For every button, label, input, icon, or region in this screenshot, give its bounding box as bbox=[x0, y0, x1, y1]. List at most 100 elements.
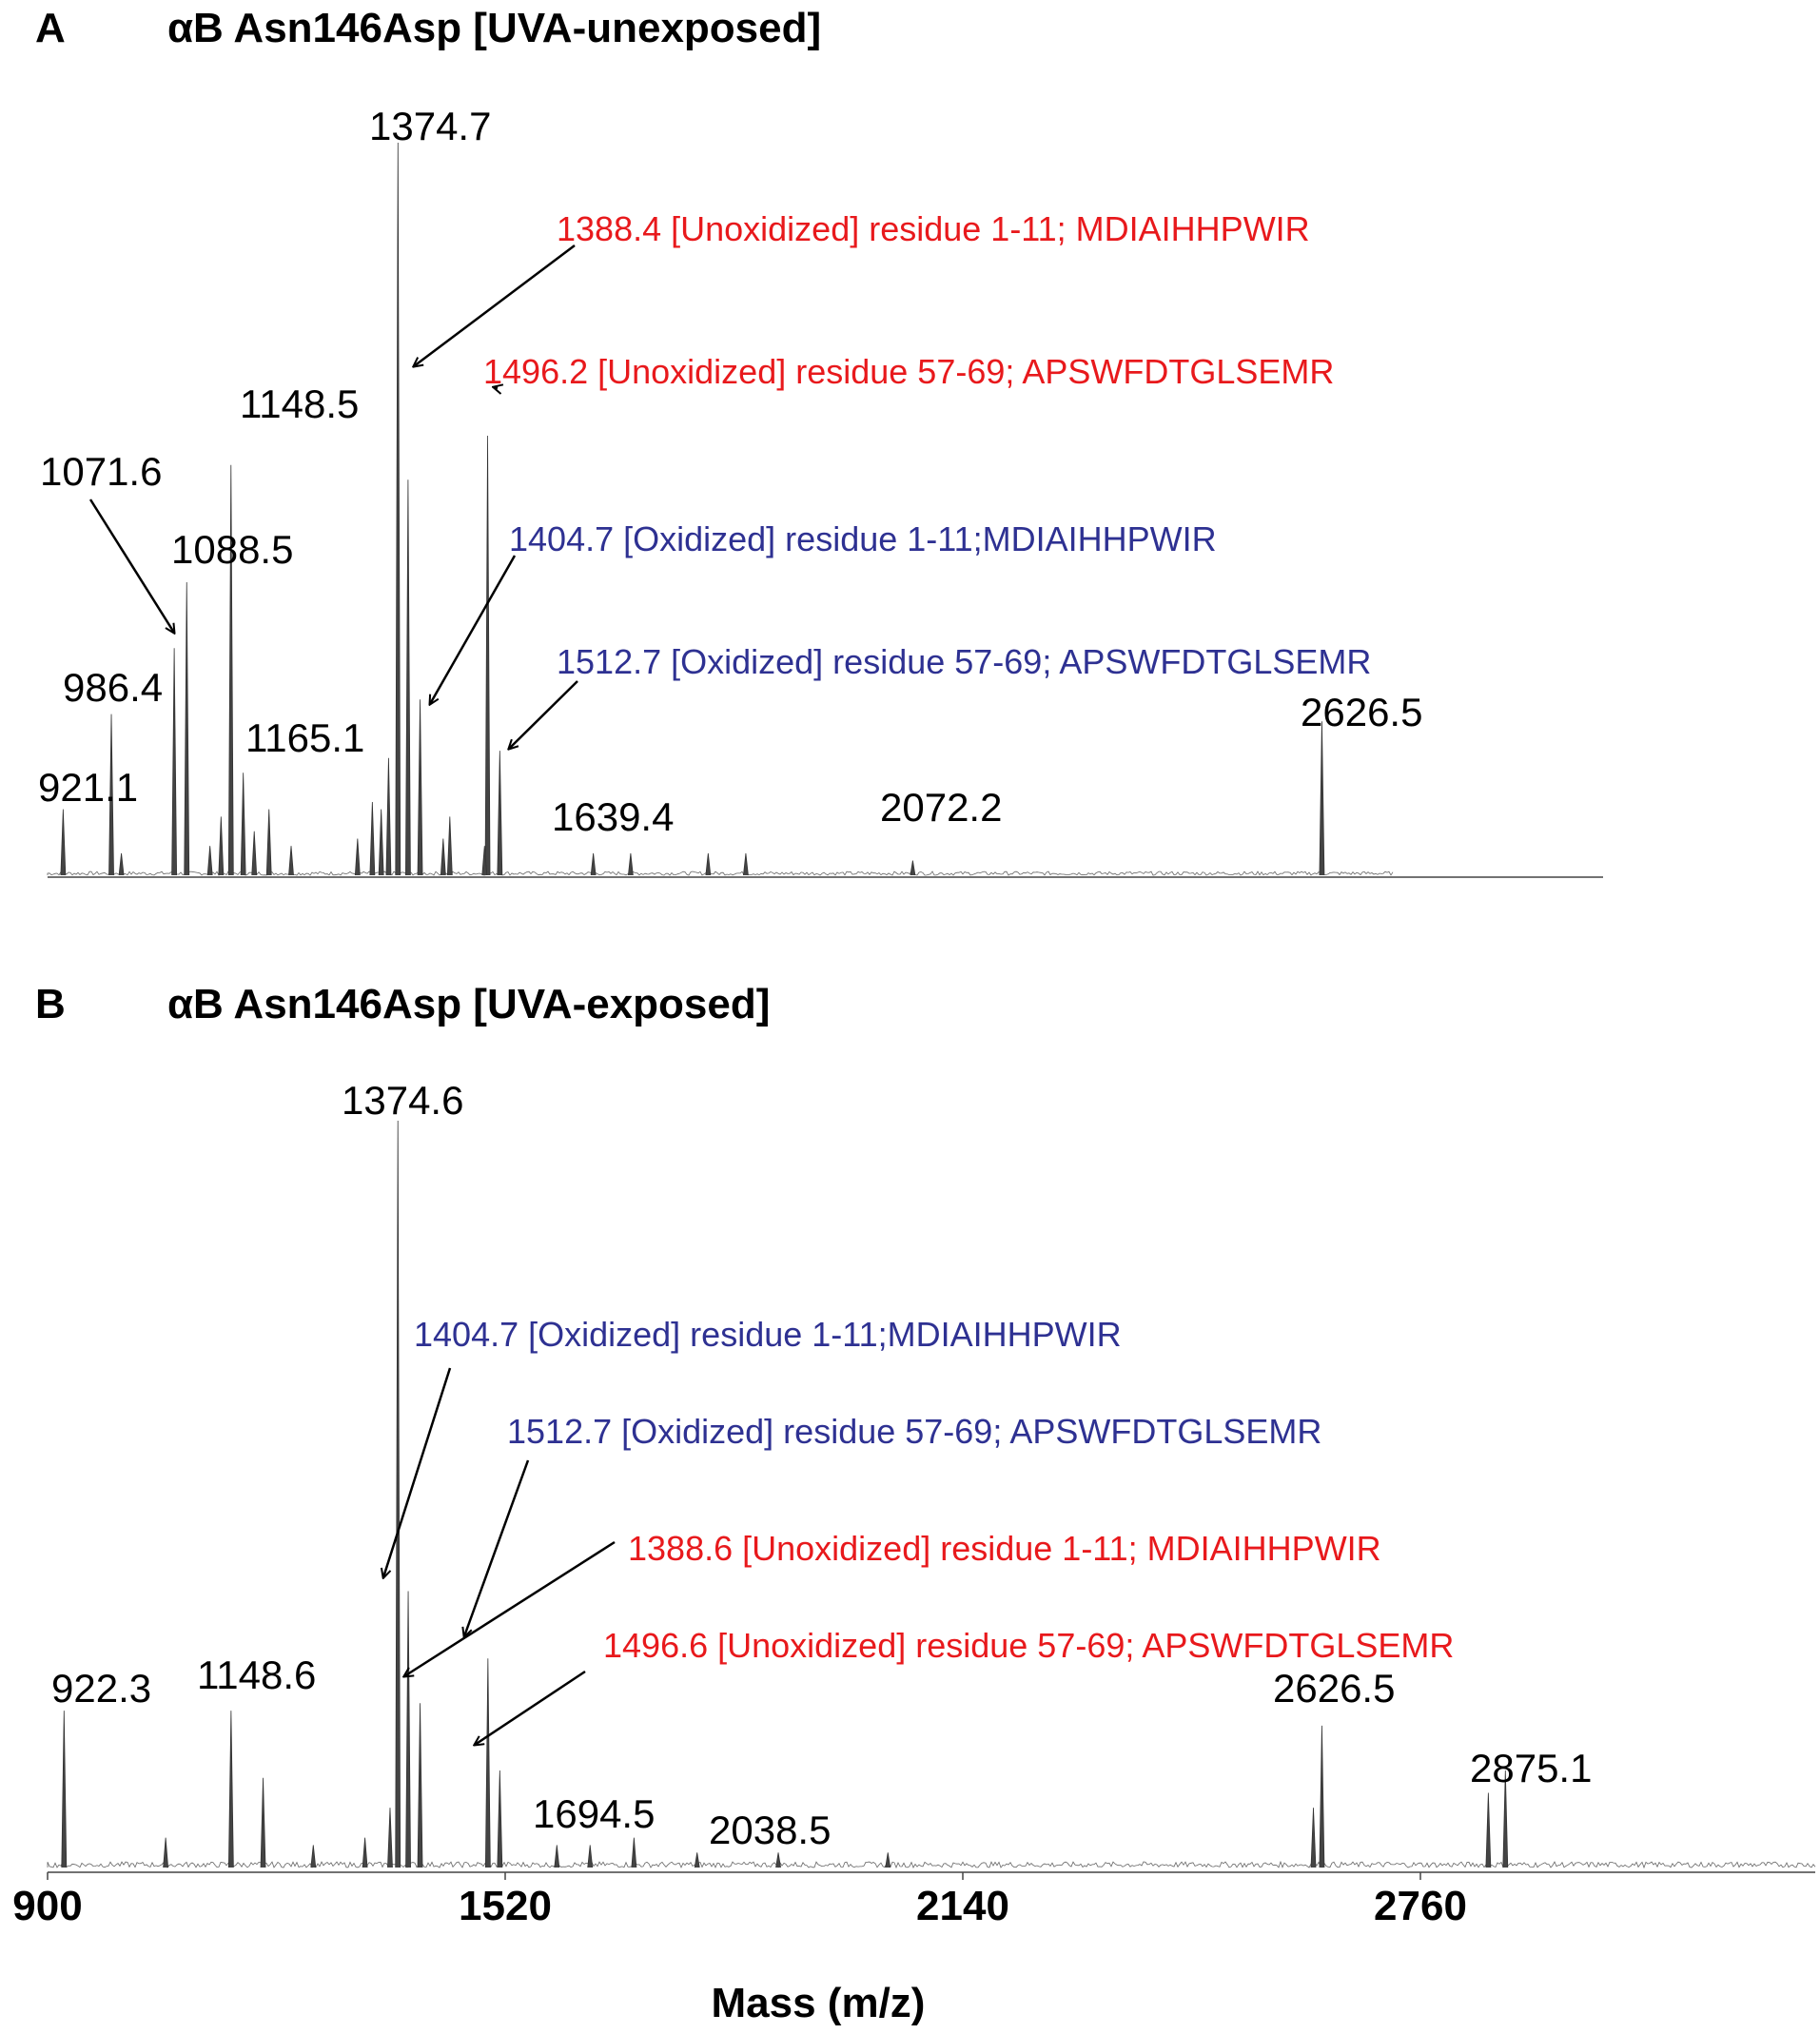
spectrum-peak bbox=[387, 1808, 393, 1868]
annotation-arrow bbox=[414, 244, 576, 366]
peptide-annotation: 1496.6 [Unoxidized] residue 57-69; APSWF… bbox=[603, 1626, 1454, 1665]
spectrum-peak bbox=[587, 1845, 594, 1868]
annotation-arrow bbox=[475, 1670, 586, 1745]
spectrum-peak bbox=[163, 1837, 169, 1868]
peptide-annotation: 1404.7 [Oxidized] residue 1-11;MDIAIHHPW… bbox=[414, 1315, 1122, 1354]
spectrum-peak bbox=[497, 751, 503, 876]
peak-label: 921.1 bbox=[38, 765, 138, 810]
spectrum-peak bbox=[310, 1845, 317, 1868]
x-axis-title: Mass (m/z) bbox=[712, 1980, 926, 2026]
peak-label: 2072.2 bbox=[880, 785, 1002, 830]
spectrum-peak bbox=[385, 757, 392, 876]
panel-a-spectrum: A αB Asn146Asp [UVA-unexposed] 921.1 986.… bbox=[35, 5, 1603, 878]
x-tick-label: 2760 bbox=[1374, 1883, 1467, 1929]
baseline-noise-trace bbox=[47, 870, 1394, 876]
spectrum-peak bbox=[1310, 1808, 1317, 1868]
peak-label: 1071.6 bbox=[40, 449, 162, 494]
spectrum-peak bbox=[590, 852, 597, 876]
spectrum-peak bbox=[481, 846, 488, 876]
spectrum-peak bbox=[775, 1852, 781, 1868]
spectrum-peak bbox=[395, 142, 401, 876]
x-tick-label: 2140 bbox=[916, 1883, 1009, 1929]
peak-label: 2038.5 bbox=[709, 1808, 831, 1852]
spectrum-peak bbox=[265, 809, 272, 876]
spectrum-peak bbox=[631, 1837, 637, 1868]
spectrum-peak bbox=[743, 852, 749, 876]
spectrum-peak bbox=[60, 809, 67, 876]
spectrum-peak bbox=[417, 1703, 423, 1868]
spectrum-peak bbox=[1502, 1770, 1509, 1868]
peak-label: 922.3 bbox=[51, 1666, 151, 1711]
spectrum-peak bbox=[417, 699, 423, 876]
spectrum-peak bbox=[227, 1711, 234, 1868]
annotation-arrow bbox=[494, 387, 498, 388]
panel-b-letter: B bbox=[35, 981, 66, 1027]
peptide-annotation: 1496.2 [Unoxidized] residue 57-69; APSWF… bbox=[483, 352, 1334, 391]
spectrum-peak bbox=[910, 860, 916, 876]
spectrum-peak bbox=[227, 464, 234, 876]
spectrum-peak bbox=[705, 852, 712, 876]
peak-label: 1374.7 bbox=[369, 104, 491, 148]
spectrum-peak bbox=[362, 1837, 368, 1868]
spectrum-peak bbox=[554, 1845, 560, 1868]
peak-label: 2875.1 bbox=[1470, 1746, 1592, 1790]
panel-a-letter: A bbox=[35, 5, 66, 51]
spectrum-peak bbox=[627, 852, 634, 876]
peak-label: 1694.5 bbox=[533, 1791, 655, 1836]
peak-label: 2626.5 bbox=[1301, 690, 1422, 734]
peptide-annotation: 1388.4 [Unoxidized] residue 1-11; MDIAIH… bbox=[557, 209, 1310, 248]
spectrum-peak bbox=[206, 846, 213, 876]
spectrum-peak bbox=[440, 838, 446, 876]
spectrum-peak bbox=[885, 1852, 891, 1868]
peptide-annotation: 1512.7 [Oxidized] residue 57-69; APSWFDT… bbox=[557, 642, 1371, 681]
spectrum-peak bbox=[446, 816, 453, 876]
spectrum-peak bbox=[251, 831, 258, 876]
spectrum-peak bbox=[184, 581, 190, 876]
annotation-arrow bbox=[404, 1540, 616, 1676]
x-tick-label: 900 bbox=[12, 1883, 82, 1929]
spectrum-peak bbox=[108, 714, 114, 876]
spectrum-peak bbox=[1485, 1792, 1492, 1868]
peak-label: 1165.1 bbox=[245, 715, 364, 760]
peak-label: 2626.5 bbox=[1273, 1666, 1395, 1711]
spectrum-peak bbox=[218, 816, 225, 876]
spectrum-peak bbox=[497, 1770, 503, 1868]
baseline-noise-trace bbox=[47, 1860, 1816, 1869]
annotation-arrow bbox=[509, 680, 578, 749]
annotation-arrow bbox=[430, 555, 517, 704]
x-tick-label: 1520 bbox=[459, 1883, 552, 1929]
spectrum-peak bbox=[369, 801, 376, 876]
spectrum-peak bbox=[484, 1658, 491, 1868]
spectrum-peak bbox=[395, 1120, 401, 1868]
spectrum-peak bbox=[405, 1591, 411, 1868]
spectrum-peak bbox=[240, 773, 246, 876]
panel-b-spectrum: B αB Asn146Asp [UVA-exposed] 922.3 1148.6… bbox=[12, 981, 1816, 2026]
spectrum-peak bbox=[1319, 1725, 1325, 1868]
peak-label: 986.4 bbox=[63, 665, 163, 710]
spectrum-peak bbox=[118, 852, 125, 876]
peak-label: 1148.6 bbox=[197, 1653, 316, 1697]
spectrum-peak bbox=[378, 809, 384, 876]
peak-label: 1088.5 bbox=[171, 527, 293, 572]
peak-label: 1148.5 bbox=[240, 381, 359, 426]
peak-label: 1639.4 bbox=[552, 794, 674, 839]
spectrum-peak bbox=[405, 479, 411, 876]
annotation-arrow bbox=[383, 1367, 452, 1577]
spectrum-peak bbox=[260, 1777, 266, 1868]
peptide-annotation: 1512.7 [Oxidized] residue 57-69; APSWFDT… bbox=[507, 1412, 1321, 1451]
spectrum-peak bbox=[694, 1852, 700, 1868]
spectrum-peak bbox=[61, 1711, 68, 1868]
spectrum-peak bbox=[171, 648, 178, 876]
peak-label: 1374.6 bbox=[342, 1078, 463, 1123]
label-arrow-1071 bbox=[88, 499, 174, 633]
spectrum-peak bbox=[288, 846, 294, 876]
spectrum-peak bbox=[354, 838, 361, 876]
peptide-annotation: 1404.7 [Oxidized] residue 1-11;MDIAIHHPW… bbox=[509, 519, 1217, 558]
panel-b-title: αB Asn146Asp [UVA-exposed] bbox=[167, 981, 770, 1027]
spectrum-peak bbox=[1319, 721, 1325, 876]
annotation-arrow bbox=[464, 1459, 530, 1636]
panel-a-title: αB Asn146Asp [UVA-unexposed] bbox=[167, 5, 821, 51]
spectrum-peak bbox=[484, 435, 491, 876]
peptide-annotation: 1388.6 [Unoxidized] residue 1-11; MDIAIH… bbox=[628, 1529, 1381, 1568]
